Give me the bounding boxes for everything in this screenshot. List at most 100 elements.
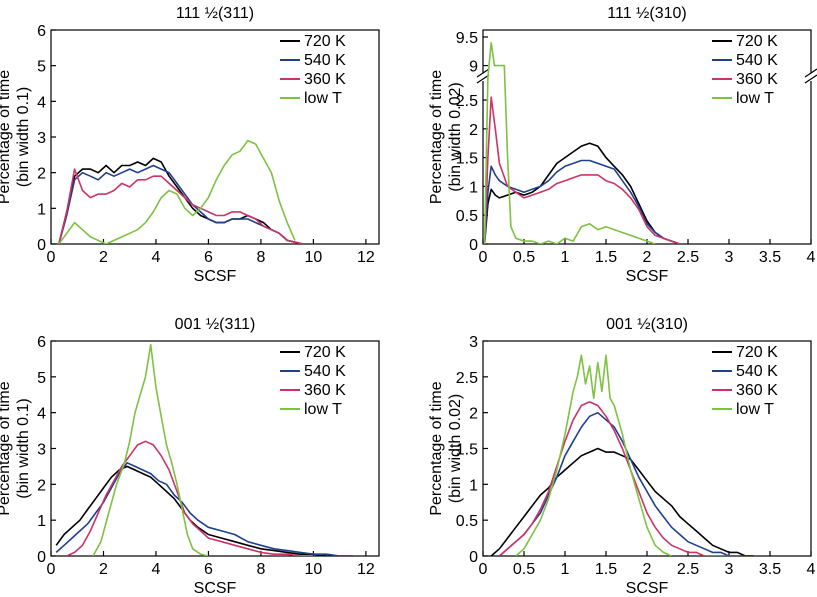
series-line-low-t [58, 139, 296, 244]
y-tick-label: 2 [37, 477, 46, 494]
y-tick-label: 6 [37, 23, 46, 40]
legend-label: low T [736, 90, 774, 107]
y-tick-label: 2.5 [456, 93, 478, 110]
legend-label: low T [304, 401, 342, 418]
x-tick-label: 1 [561, 561, 570, 578]
legend-label: 540 K [736, 52, 778, 69]
y-tick-label: 4 [37, 406, 46, 423]
series-line-540-k [498, 411, 746, 556]
x-tick-label: 6 [204, 561, 213, 578]
legend-label: 540 K [304, 363, 346, 380]
y-tick-label: 1.5 [456, 151, 478, 168]
y-tick-label: 3 [37, 442, 46, 459]
x-tick-label: 8 [256, 561, 265, 578]
y-axis-label: Percentage of time(bin width 0.1) [0, 381, 32, 515]
series-line-540-k [483, 159, 681, 244]
x-tick-label: 6 [204, 249, 213, 266]
y-tick-label: 1 [469, 179, 478, 196]
x-tick-label: 2 [99, 249, 108, 266]
legend-label: 540 K [736, 363, 778, 380]
axis-break-gap [477, 73, 489, 81]
x-tick-label: 0 [47, 561, 56, 578]
y-tick-label: 2 [469, 122, 478, 139]
series-line-360-k [66, 440, 314, 556]
x-tick-label: 3 [725, 561, 734, 578]
legend-label: low T [304, 90, 342, 107]
y-tick-label: 5 [37, 59, 46, 76]
chart-panel-2: 0 0.5 1 1.5 2 2.5 3 3.5 4 0 0.5 1 1.5 2 2.5 9 9.5 720 K 54… [428, 5, 817, 285]
x-axis-label: SCSF [194, 580, 237, 597]
legend-label: 360 K [736, 71, 778, 88]
axis-break-mark [476, 68, 490, 78]
x-tick-label: 10 [305, 249, 323, 266]
chart-panel-4: 0 0.5 1 1.5 2 2.5 3 3.5 4 0 0.5 1 1.5 2 2.5 3 720 K 540 K… [428, 316, 816, 597]
x-tick-label: 12 [357, 561, 375, 578]
legend-label: 360 K [304, 382, 346, 399]
chart-title: 001 ½(311) [175, 316, 256, 333]
x-tick-label: 2.5 [677, 249, 699, 266]
x-tick-label: 3.5 [759, 561, 781, 578]
series-line-360-k [58, 168, 304, 244]
series-line-low-t [92, 343, 209, 556]
series-line-720-k [55, 465, 353, 556]
y-axis-label: Percentage of time (bin width 0.02) [428, 381, 464, 515]
y-tick-label: 1 [37, 513, 46, 530]
series-line-720-k [490, 447, 754, 556]
legend-label: 360 K [304, 71, 346, 88]
x-tick-label: 1 [561, 249, 570, 266]
chart-title: 111 ½(310) [607, 5, 686, 22]
y-tick-label: 0.5 [456, 208, 478, 225]
x-tick-label: 0 [479, 249, 488, 266]
y-tick-label: 0 [469, 549, 478, 566]
legend-label: 720 K [304, 344, 346, 361]
y-tick-label: 0 [469, 237, 478, 254]
x-tick-label: 0 [479, 561, 488, 578]
y-tick-label: 4 [37, 94, 46, 111]
series-line-540-k [55, 461, 353, 556]
x-tick-label: 3.5 [759, 249, 781, 266]
x-tick-label: 0 [47, 249, 56, 266]
legend-label: 540 K [304, 52, 346, 69]
axis-break-gap [805, 73, 817, 81]
x-tick-label: 1.5 [595, 249, 617, 266]
series-line-720-k [483, 142, 681, 244]
y-tick-label: 2.5 [456, 370, 478, 387]
x-tick-label: 0.5 [513, 561, 535, 578]
legend-label: 720 K [304, 33, 346, 50]
x-tick-label: 4 [152, 561, 161, 578]
y-tick-label: 0 [37, 237, 46, 254]
x-tick-label: 2 [643, 561, 652, 578]
y-tick-label: 9 [469, 59, 478, 76]
y-axis-label: Percentage of time(bin width 0.1) [0, 70, 32, 204]
y-tick-label: 6 [37, 334, 46, 351]
x-axis-label: SCSF [626, 268, 669, 285]
series-line-low-t [483, 41, 656, 244]
legend-label: low T [736, 401, 774, 418]
series-line-360-k [498, 401, 729, 556]
legend-label: 720 K [736, 33, 778, 50]
series-line-540-k [58, 164, 304, 244]
y-tick-label: 2 [469, 406, 478, 423]
x-tick-label: 1.5 [595, 561, 617, 578]
y-tick-label: 3 [37, 130, 46, 147]
y-tick-label: 9.5 [456, 30, 478, 47]
axis-break-mark [804, 68, 817, 78]
y-axis-label: Percentage of time (bin width 0.02) [428, 70, 464, 204]
y-tick-label: 0 [37, 549, 46, 566]
y-tick-label: 1 [469, 477, 478, 494]
axis-break-mark [804, 74, 817, 84]
x-tick-label: 4 [152, 249, 161, 266]
x-tick-label: 4 [807, 249, 816, 266]
chart-title: 111 ½(311) [176, 5, 254, 22]
x-tick-label: 8 [256, 249, 265, 266]
x-tick-label: 0.5 [513, 249, 535, 266]
x-tick-label: 12 [357, 249, 375, 266]
x-tick-label: 2 [99, 561, 108, 578]
y-tick-label: 5 [37, 370, 46, 387]
y-tick-label: 1 [37, 201, 46, 218]
y-tick-label: 2 [37, 166, 46, 183]
legend-label: 720 K [736, 344, 778, 361]
